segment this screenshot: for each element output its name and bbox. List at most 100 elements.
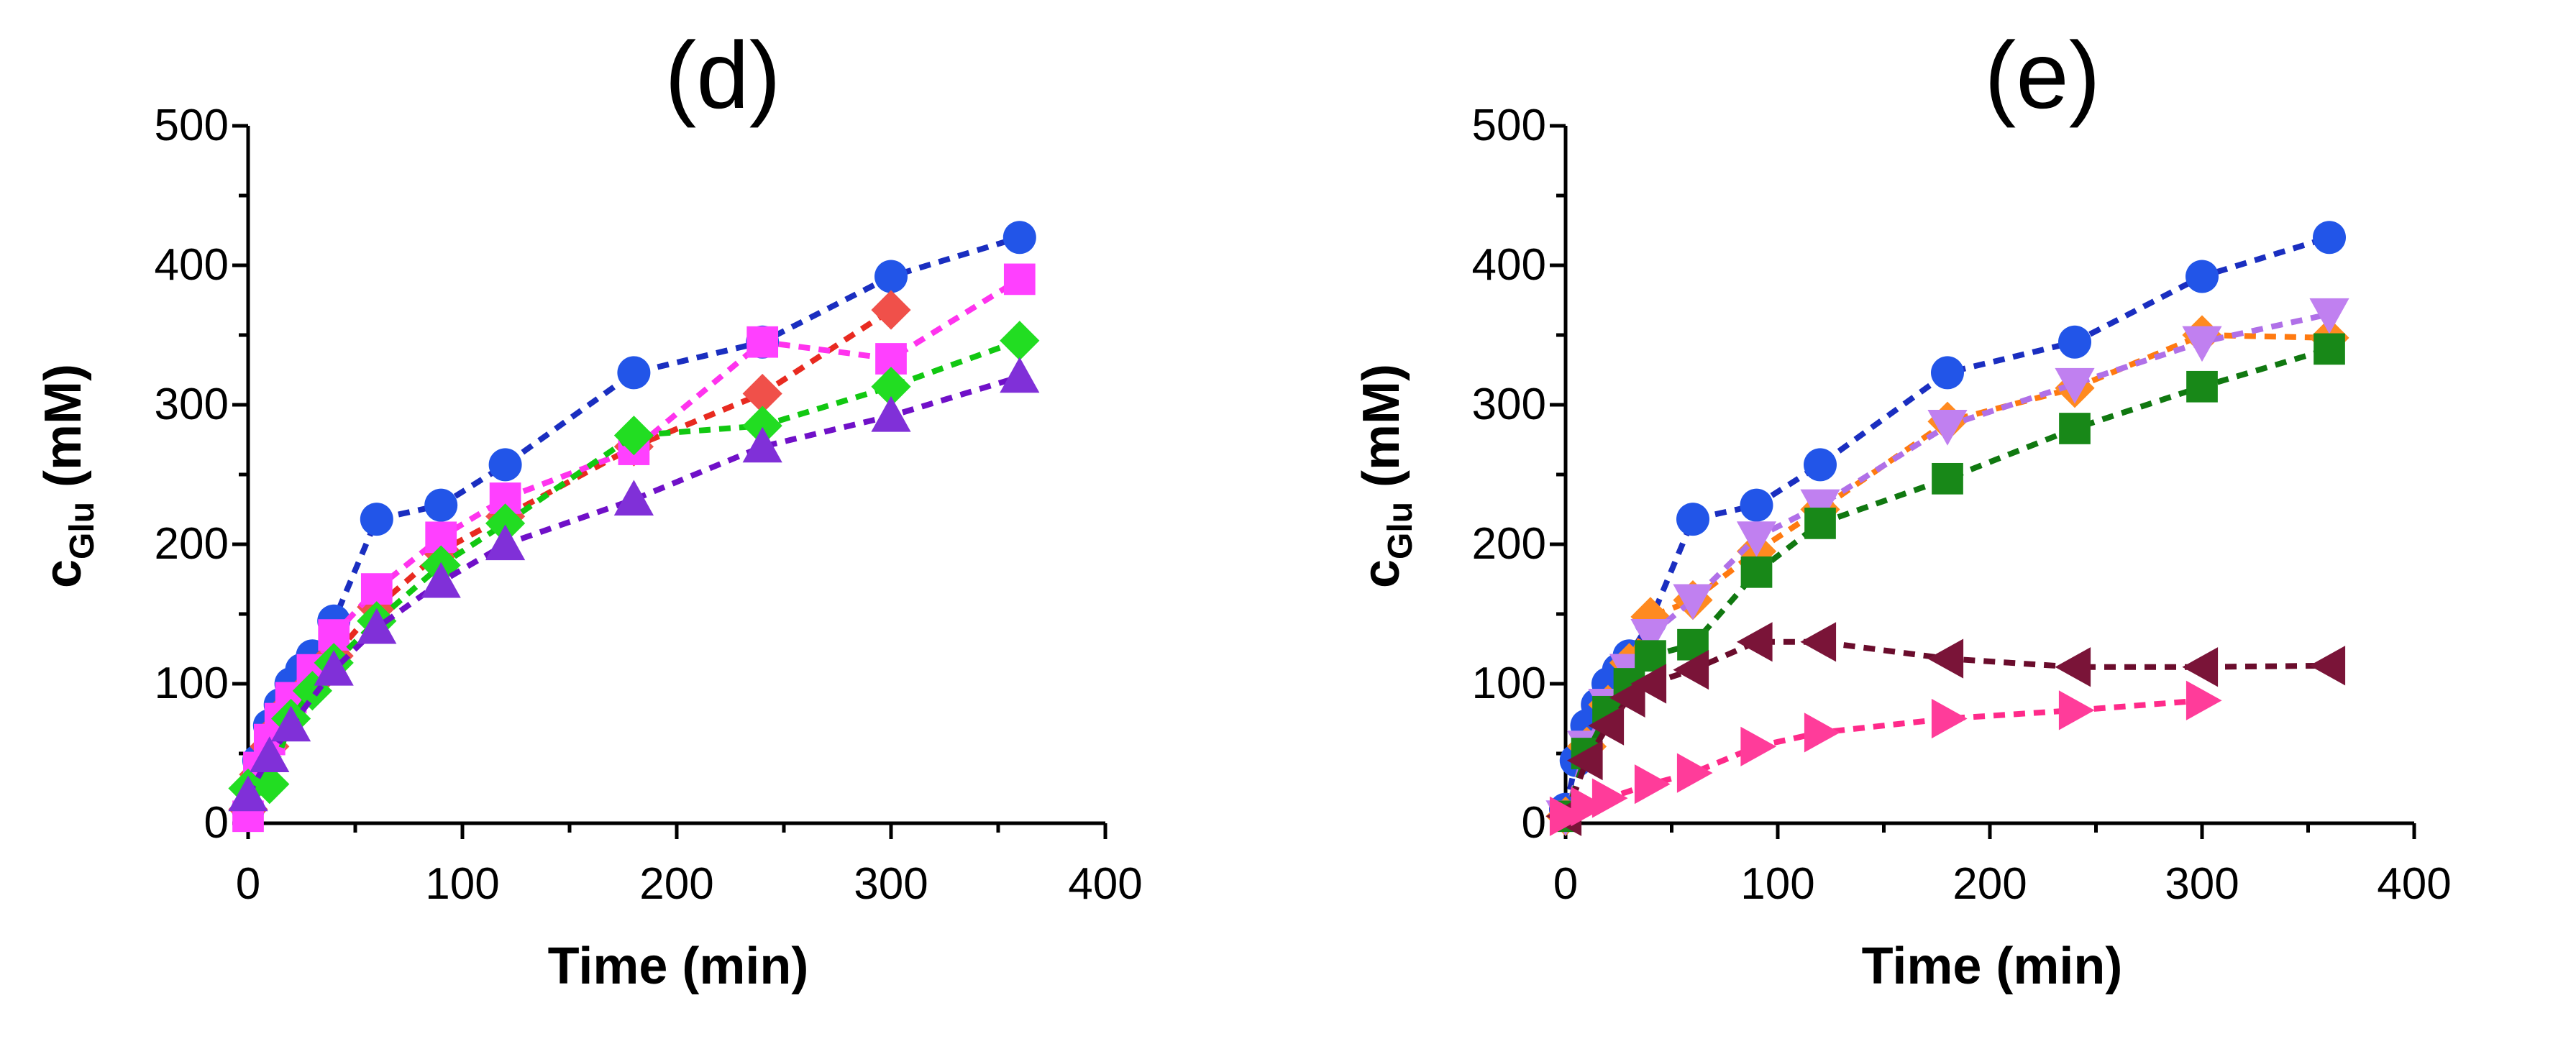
x-tick-label: 300	[854, 859, 928, 909]
data-point	[1630, 664, 1667, 704]
x-axis-title: Time (min)	[1862, 938, 2123, 995]
y-tick-label: 200	[1472, 519, 1546, 569]
data-point	[1804, 713, 1840, 753]
y-tick-label: 200	[155, 519, 229, 569]
data-point	[742, 406, 782, 446]
data-point	[360, 503, 393, 536]
data-point	[1634, 764, 1671, 805]
series-line	[1564, 697, 2203, 819]
data-point	[2309, 298, 2349, 334]
data-point	[2055, 647, 2091, 687]
data-point	[228, 775, 268, 812]
data-point	[1800, 489, 1840, 526]
data-point	[1804, 448, 1837, 482]
data-point	[292, 671, 332, 711]
y-axis-title-units: (mM)	[1353, 364, 1410, 502]
series-green-diamonds	[228, 321, 1040, 809]
data-point	[1736, 521, 1777, 557]
x-tick-label: 400	[2377, 859, 2451, 909]
data-point	[314, 650, 354, 686]
series-magenta-squares	[232, 263, 1036, 833]
y-tick-label: 500	[1472, 101, 1546, 150]
data-point	[742, 373, 782, 414]
data-point	[1740, 726, 1777, 766]
data-point	[613, 416, 654, 456]
y-axis-title: cGlu (mM)	[35, 364, 101, 588]
x-tick-label: 100	[1740, 859, 1814, 909]
data-point	[1002, 221, 1036, 255]
data-point	[2313, 221, 2346, 255]
data-point	[1740, 556, 1773, 588]
data-point	[617, 356, 651, 390]
x-tick-label: 200	[1952, 859, 2027, 909]
y-tick-label: 0	[204, 798, 229, 848]
x-tick-label: 100	[425, 859, 499, 909]
data-point	[874, 260, 908, 293]
y-axis-title-subscript: Glu	[1381, 502, 1420, 559]
data-point	[2186, 680, 2222, 720]
data-point	[1000, 321, 1040, 361]
data-point	[1800, 622, 1837, 662]
y-axis-title-units: (mM)	[35, 364, 92, 502]
data-point	[1635, 640, 1666, 672]
data-point	[2058, 690, 2095, 730]
data-point	[360, 573, 393, 605]
x-tick-labels: 0 100 200 300 400	[236, 859, 1143, 909]
data-point	[1673, 650, 1709, 690]
data-point	[1571, 787, 1607, 827]
y-tick-label: 0	[1522, 798, 1546, 848]
x-tick-label: 0	[236, 859, 260, 909]
y-axis-title-main: c	[35, 559, 92, 588]
axes	[232, 124, 1107, 839]
data-point	[1740, 488, 1773, 522]
y-tick-label: 500	[155, 101, 229, 150]
y-tick-label: 300	[155, 380, 229, 429]
data-point	[1736, 622, 1773, 662]
data-point	[871, 367, 911, 407]
data-point	[871, 395, 911, 432]
series-red-diamonds	[228, 290, 911, 830]
data-point	[250, 736, 290, 772]
data-point	[1588, 705, 1625, 746]
y-tick-label: 300	[1472, 380, 1546, 429]
data-point	[421, 562, 461, 598]
data-point	[2059, 413, 2091, 444]
data-point	[1931, 356, 1964, 390]
axes	[1550, 124, 2416, 839]
series-blue-circles	[1549, 221, 2346, 826]
chart-title: (d)	[664, 22, 780, 128]
x-tick-label: 300	[2165, 859, 2239, 909]
x-tick-labels: 0 100 200 300 400	[1553, 859, 2452, 909]
y-tick-labels: 0 100 200 300 400 500	[155, 101, 229, 848]
data-point	[485, 503, 526, 544]
series-orange-diamonds	[1545, 315, 2349, 836]
chart-title: (e)	[1984, 22, 2100, 128]
data-point	[1676, 753, 1713, 793]
chart-panel-e: (e) 0 100 200 300 400 500 0 100 200 300 …	[1353, 22, 2452, 995]
data-point	[1804, 508, 1836, 539]
data-point	[1927, 410, 1968, 446]
x-axis-title: Time (min)	[548, 938, 809, 995]
data-point	[742, 426, 782, 463]
y-axis-title: cGlu (mM)	[1353, 364, 1420, 588]
y-axis-title-subscript: Glu	[63, 502, 101, 559]
data-point	[1003, 263, 1036, 296]
data-point	[1000, 357, 1040, 393]
y-axis-title-main: c	[1353, 559, 1410, 588]
series-blue-circles	[232, 221, 1036, 826]
data-point	[613, 480, 654, 516]
data-point	[1927, 638, 1964, 679]
data-point	[1609, 677, 1645, 718]
data-point	[2314, 333, 2345, 365]
data-point	[2055, 367, 2095, 404]
data-point	[2182, 647, 2219, 687]
data-point	[2186, 370, 2218, 403]
series-pink-right-triangles	[1549, 680, 2222, 836]
data-point	[424, 488, 458, 522]
data-point	[1931, 698, 1968, 739]
series-line	[245, 307, 893, 810]
x-tick-label: 0	[1553, 859, 1578, 909]
data-point	[2182, 326, 2222, 362]
data-point	[1676, 503, 1709, 536]
